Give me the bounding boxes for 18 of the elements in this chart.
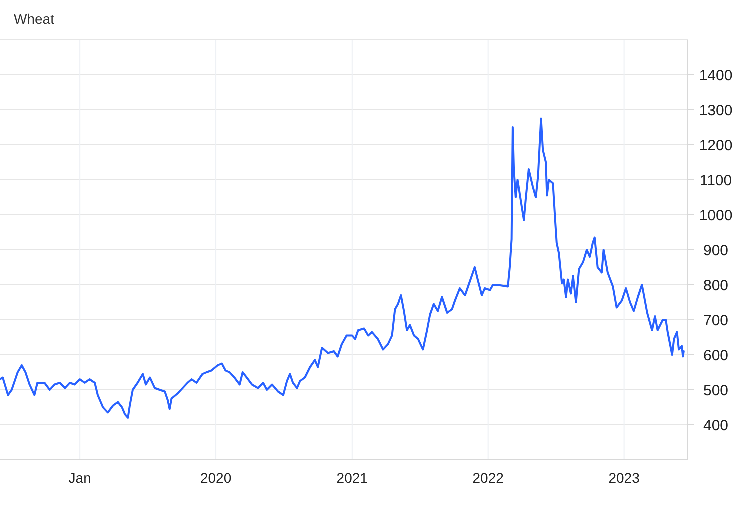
- x-tick-label: 2021: [336, 470, 368, 486]
- x-tick-label: 2023: [608, 470, 640, 486]
- line-series: [0, 118, 685, 419]
- y-tick-label: 1200: [699, 137, 733, 154]
- y-tick-label: 1000: [699, 207, 733, 224]
- x-tick-label: 2022: [472, 470, 504, 486]
- y-tick-label: 1100: [700, 172, 732, 190]
- y-tick-label: 1400: [699, 67, 733, 84]
- y-tick-label: 700: [703, 312, 729, 330]
- chart-title: Wheat: [14, 11, 55, 27]
- x-tick-label: 2020: [200, 470, 232, 486]
- y-tick-label: 800: [703, 277, 729, 294]
- y-tick-label: 500: [703, 382, 729, 400]
- y-tick-label: 400: [703, 417, 729, 434]
- y-tick-label: 600: [703, 347, 729, 364]
- y-tick-label: 1300: [699, 102, 733, 120]
- y-tick-label: 900: [703, 242, 729, 260]
- x-tick-label: Jan: [68, 470, 92, 486]
